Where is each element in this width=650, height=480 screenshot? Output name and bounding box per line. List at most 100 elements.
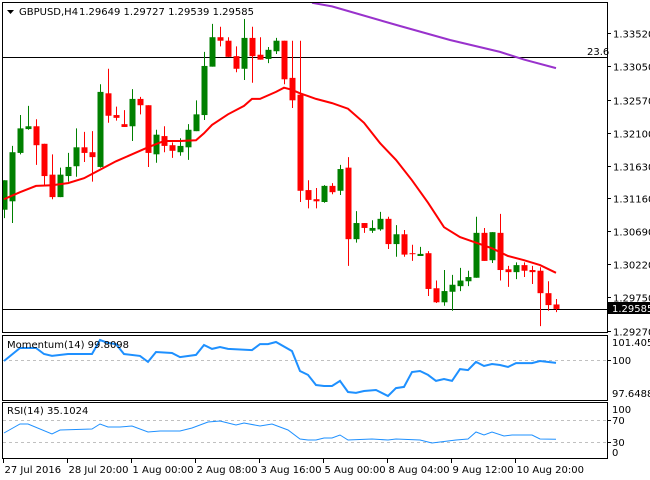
candle-body-bearish	[345, 167, 352, 240]
candle-body-bearish	[313, 199, 320, 202]
candle	[289, 40, 296, 109]
candle	[297, 40, 304, 203]
main-price-panel[interactable]	[2, 2, 608, 333]
candle	[313, 187, 320, 209]
current-price-label: 1.29585	[612, 304, 650, 315]
momentum-title: Momentum(14) 99.8098	[7, 340, 129, 351]
candle	[105, 68, 112, 123]
candle	[257, 37, 264, 60]
rsi-title: RSI(14) 35.1024	[7, 406, 88, 417]
candle-body-bullish	[73, 147, 80, 167]
candle	[241, 18, 248, 80]
candle-body-bullish	[465, 277, 472, 282]
candle-body-bearish	[281, 40, 288, 80]
candle-body-bearish	[233, 56, 240, 69]
rsi-axis-70: 70	[612, 416, 625, 427]
candle-body-bearish	[409, 253, 416, 255]
price-tick-label: 1.29270	[613, 328, 650, 339]
candle	[433, 280, 440, 303]
rsi-axis-0: 0	[612, 448, 618, 459]
time-tick-label: 5 Aug 00:00	[325, 465, 386, 476]
time-tick-label: 2 Aug 08:00	[197, 465, 258, 476]
candle	[505, 265, 512, 287]
candle-body-bullish	[321, 185, 328, 203]
candle	[185, 124, 192, 160]
candle-body-bearish	[433, 288, 440, 303]
candle-body-bearish	[137, 98, 144, 106]
price-tick-label: 1.30220	[613, 261, 650, 272]
candle	[553, 298, 560, 313]
candle	[337, 164, 344, 195]
candle-body-bullish	[417, 253, 424, 257]
slow-moving-average-line	[311, 3, 557, 70]
candle-body-bearish	[297, 94, 304, 191]
candle-body-bullish	[489, 232, 496, 261]
candle	[17, 115, 24, 155]
price-tick-label: 1.33520	[613, 30, 650, 41]
candle-body-bearish	[81, 147, 88, 153]
candle-body-bullish	[369, 227, 376, 231]
candle-body-bearish	[113, 115, 120, 118]
candle	[409, 244, 416, 261]
candle	[57, 167, 64, 198]
candle	[369, 220, 376, 233]
candle	[513, 262, 520, 280]
candle	[377, 211, 384, 231]
candle-body-bearish	[33, 126, 40, 146]
momentum-line	[3, 338, 557, 398]
rsi-panel[interactable]	[2, 402, 608, 459]
price-tick-label: 1.31160	[613, 195, 650, 206]
momentum-axis-min: 97.6488	[612, 389, 650, 400]
candle-body-bearish	[329, 185, 336, 193]
candle-body-bearish	[217, 37, 224, 41]
candle-body-bullish	[209, 37, 216, 67]
time-tick-label: 27 Jul 2016	[5, 465, 62, 476]
candle-body-bullish	[129, 98, 136, 127]
candle	[393, 225, 400, 257]
candle-body-bearish	[305, 190, 312, 200]
candle-body-bearish	[553, 304, 560, 309]
candle	[545, 281, 552, 311]
candle	[145, 105, 152, 167]
candle	[65, 152, 72, 182]
momentum-panel[interactable]	[2, 335, 608, 401]
candle-body-bearish	[249, 37, 256, 57]
time-tick-label: 10 Aug 20:00	[517, 465, 584, 476]
candle-body-bullish	[337, 169, 344, 191]
candle	[265, 47, 272, 64]
fib-level-label: 23.6	[587, 47, 609, 58]
candle-body-bearish	[89, 152, 96, 158]
candle	[113, 106, 120, 121]
ohlc-readout: 1.29649 1.29727 1.29539 1.29585	[79, 7, 254, 18]
time-tick-label: 1 Aug 00:00	[133, 465, 194, 476]
price-plot	[3, 3, 607, 327]
candle-body-bearish	[385, 218, 392, 245]
candle	[361, 223, 368, 233]
candle	[129, 89, 136, 141]
candle-body-bearish	[257, 54, 264, 60]
rsi-axis-100: 100	[612, 405, 631, 416]
candle	[385, 216, 392, 249]
candle-body-bullish	[441, 291, 448, 303]
candle-body-bullish	[65, 166, 72, 177]
momentum-axis-100: 100	[612, 356, 631, 367]
time-tick-label: 9 Aug 12:00	[453, 465, 514, 476]
candle	[137, 96, 144, 115]
candle	[417, 246, 424, 257]
candle	[329, 183, 336, 195]
candle-body-bullish	[377, 218, 384, 230]
candle	[305, 180, 312, 209]
time-tick-label: 3 Aug 16:00	[261, 465, 322, 476]
candle-body-bullish	[177, 145, 184, 153]
candle	[425, 251, 432, 296]
candle	[201, 51, 208, 120]
candle	[465, 270, 472, 287]
triangle-down-icon[interactable]	[7, 10, 14, 14]
candle-body-bullish	[57, 174, 64, 198]
candle	[537, 267, 544, 327]
candle-body-bullish	[201, 65, 208, 116]
rsi-line	[3, 420, 557, 444]
candle-body-bearish	[105, 93, 112, 116]
candle	[529, 265, 536, 285]
